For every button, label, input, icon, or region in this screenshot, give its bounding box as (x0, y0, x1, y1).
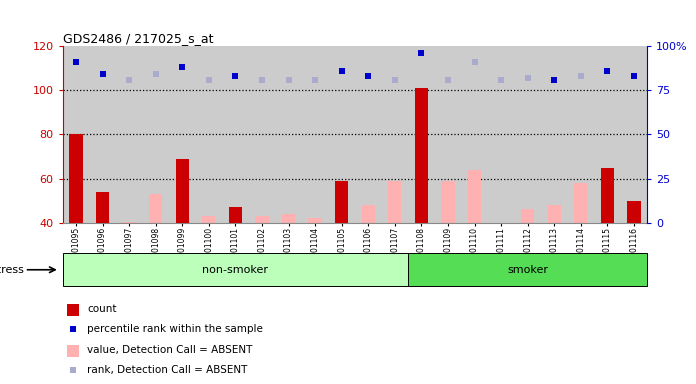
Text: rank, Detection Call = ABSENT: rank, Detection Call = ABSENT (87, 365, 248, 375)
Bar (143, 46, 169, 223)
Text: smoker: smoker (507, 265, 548, 275)
Text: percentile rank within the sample: percentile rank within the sample (87, 324, 263, 334)
Bar (70, 134, 83, 223)
Bar (275, 46, 302, 223)
Bar (96, 192, 109, 223)
Bar (89, 46, 116, 223)
Bar (461, 46, 488, 223)
Bar (408, 253, 647, 286)
Bar (381, 46, 408, 223)
Bar (175, 159, 189, 223)
Bar (329, 46, 355, 223)
Bar (68, 345, 79, 356)
Bar (255, 216, 269, 223)
Bar (229, 207, 242, 223)
Text: non-smoker: non-smoker (203, 265, 269, 275)
Bar (169, 46, 196, 223)
Bar (116, 46, 143, 223)
Bar (388, 181, 402, 223)
Bar (435, 46, 461, 223)
Bar (408, 46, 435, 223)
Bar (541, 46, 567, 223)
Bar (594, 46, 621, 223)
Bar (202, 216, 216, 223)
Bar (521, 209, 535, 223)
Bar (335, 181, 348, 223)
Bar (68, 304, 79, 316)
Bar (514, 46, 541, 223)
Bar (548, 205, 561, 223)
Bar (468, 170, 481, 223)
Bar (222, 46, 248, 223)
Bar (122, 222, 136, 223)
Bar (248, 46, 275, 223)
Bar (627, 200, 640, 223)
Bar (196, 46, 222, 223)
Text: count: count (87, 304, 117, 314)
Bar (415, 88, 428, 223)
Text: value, Detection Call = ABSENT: value, Detection Call = ABSENT (87, 345, 253, 355)
Bar (282, 214, 295, 223)
Bar (567, 46, 594, 223)
Bar (488, 46, 514, 223)
Bar (302, 46, 329, 223)
Bar (441, 181, 454, 223)
Bar (63, 46, 89, 223)
Bar (601, 167, 614, 223)
Text: GDS2486 / 217025_s_at: GDS2486 / 217025_s_at (63, 32, 213, 45)
Bar (149, 194, 162, 223)
Text: stress: stress (0, 265, 24, 275)
Bar (574, 183, 587, 223)
Bar (63, 253, 408, 286)
Bar (355, 46, 381, 223)
Bar (621, 46, 647, 223)
Bar (362, 205, 375, 223)
Bar (308, 218, 322, 223)
